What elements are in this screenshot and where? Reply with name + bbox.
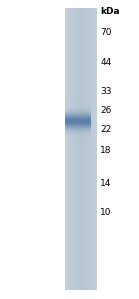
Text: 44: 44 (100, 58, 111, 67)
Text: 10: 10 (100, 208, 112, 217)
Text: 14: 14 (100, 179, 111, 188)
Text: 18: 18 (100, 147, 112, 155)
Text: 33: 33 (100, 87, 112, 96)
Text: 70: 70 (100, 28, 112, 37)
Text: kDa: kDa (100, 7, 120, 16)
Text: 26: 26 (100, 106, 111, 115)
Text: 22: 22 (100, 125, 111, 134)
